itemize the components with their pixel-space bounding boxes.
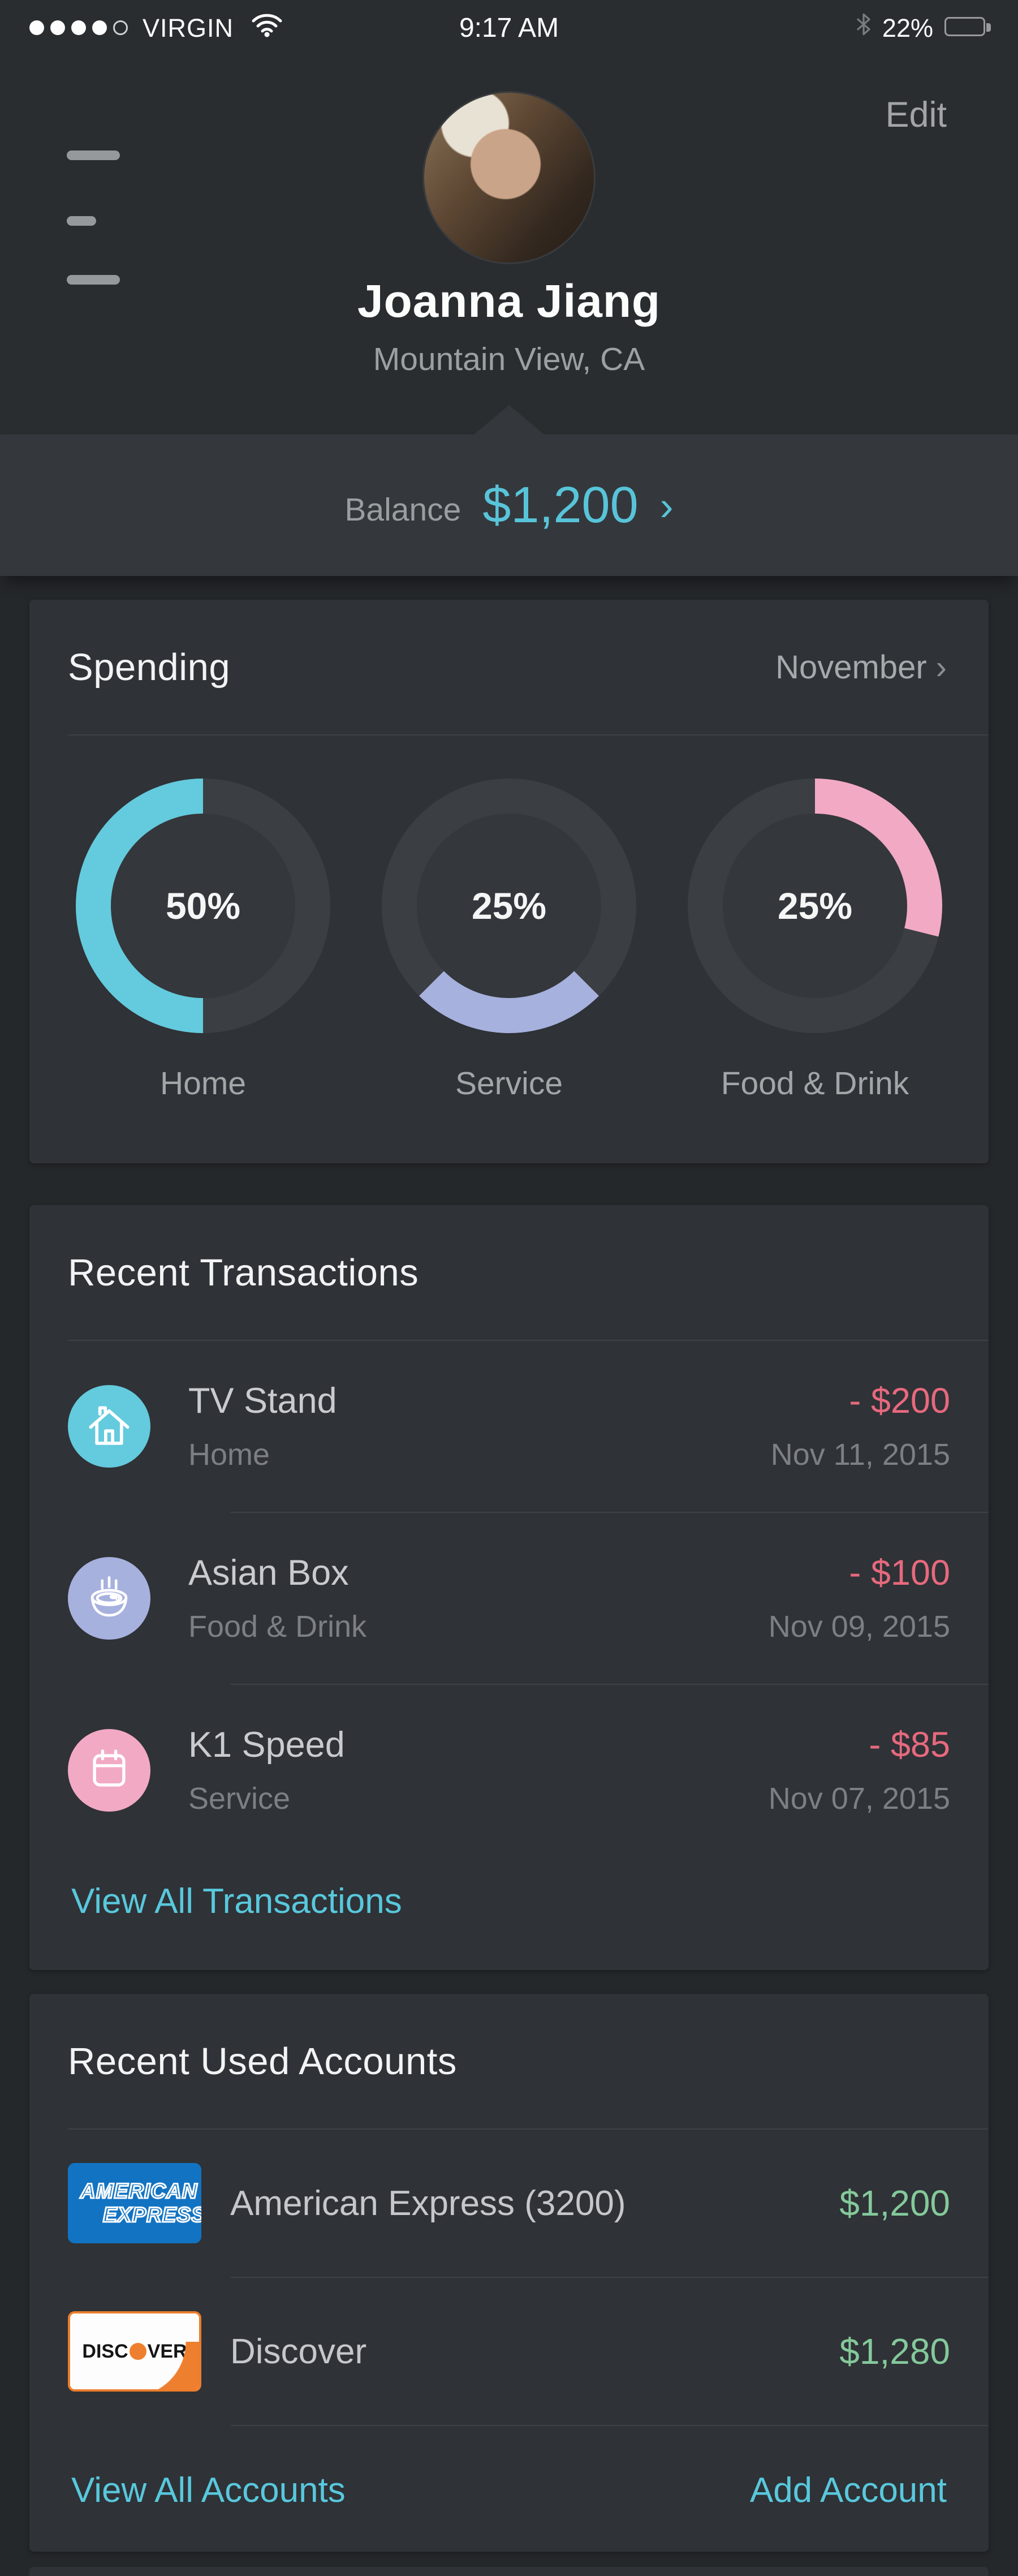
balance-label: Balance (344, 492, 461, 528)
profile-location: Mountain View, CA (373, 341, 645, 377)
transaction-title: Asian Box (188, 1553, 349, 1593)
view-all-accounts-link[interactable]: View All Accounts (68, 2470, 349, 2511)
carrier-label: VIRGIN (143, 14, 234, 42)
account-balance: $1,200 (839, 2183, 950, 2224)
transaction-amount: - $100 (849, 1553, 950, 1593)
transaction-category: Food & Drink (188, 1610, 367, 1644)
add-account-link[interactable]: Add Account (747, 2470, 950, 2511)
account-name: American Express (3200) (230, 2183, 626, 2223)
accounts-card: Recent Used Accounts AMERICAN EXPRESS Am… (29, 1994, 989, 2552)
transaction-amount: - $200 (849, 1381, 950, 1421)
view-all-transactions-link[interactable]: View All Transactions (68, 1881, 406, 1922)
donut-category-label: Food & Drink (721, 1065, 909, 1102)
transaction-row[interactable]: TV Stand Home - $200 Nov 11, 2015 (29, 1341, 989, 1512)
profile-header: VIRGIN 9:17 AM 22% Edit Joanna Jiang Mou… (0, 0, 1018, 435)
bowl-icon (68, 1557, 150, 1640)
account-row[interactable]: DISC VER Discover $1,280 (29, 2278, 989, 2425)
transaction-row[interactable]: Asian Box Food & Drink - $100 Nov 09, 20… (29, 1513, 989, 1684)
transactions-title: Recent Transactions (68, 1251, 419, 1294)
next-card-peek (29, 2567, 989, 2576)
balance-bar[interactable]: Balance $1,200 › (0, 405, 1018, 576)
amex-logo-text: EXPRESS (102, 2203, 201, 2227)
transaction-category: Service (188, 1782, 291, 1816)
donut-percent: 25% (777, 885, 853, 927)
discover-logo: DISC VER (68, 2311, 201, 2392)
cellular-signal-icon (29, 20, 128, 35)
discover-logo-swoosh (127, 2342, 199, 2389)
donut-chart: 25% (382, 779, 636, 1033)
calendar-icon (68, 1729, 150, 1812)
home-icon (68, 1385, 150, 1468)
avatar[interactable] (424, 93, 594, 263)
transaction-date: Nov 11, 2015 (770, 1438, 950, 1472)
amex-logo: AMERICAN EXPRESS (68, 2163, 201, 2243)
spending-card: Spending November › 50% Home 25% Service (29, 600, 989, 1163)
account-name: Discover (230, 2332, 367, 2371)
donut-category-label: Service (455, 1065, 563, 1102)
accounts-title: Recent Used Accounts (68, 2040, 457, 2083)
profile-name: Joanna Jiang (357, 276, 661, 327)
divider (231, 1512, 989, 1513)
transactions-card: Recent Transactions TV Stand Home - $200… (29, 1205, 989, 1970)
spending-title: Spending (68, 646, 231, 689)
donut-chart: 25% (688, 779, 942, 1033)
donut-chart: 50% (76, 779, 330, 1033)
balance-notch (474, 405, 544, 435)
transaction-date: Nov 07, 2015 (768, 1782, 950, 1816)
balance-amount: $1,200 (482, 476, 639, 534)
divider (231, 2277, 989, 2278)
donut-food-drink: 25% Food & Drink (688, 779, 942, 1102)
hamburger-menu-icon[interactable] (67, 150, 121, 285)
transaction-row[interactable]: K1 Speed Service - $85 Nov 07, 2015 (29, 1685, 989, 1856)
transaction-date: Nov 09, 2015 (768, 1610, 950, 1644)
donut-service: 25% Service (382, 779, 636, 1102)
accounts-actions: View All Accounts Add Account (29, 2426, 989, 2554)
donut-home: 50% Home (76, 779, 330, 1102)
transaction-title: TV Stand (188, 1381, 337, 1421)
divider (231, 2425, 989, 2426)
divider (68, 1340, 989, 1341)
chevron-right-icon: › (935, 648, 947, 686)
amex-logo-text: AMERICAN (79, 2179, 198, 2204)
spending-donuts: 50% Home 25% Service 25% Food & Drink (29, 779, 989, 1102)
account-row[interactable]: AMERICAN EXPRESS American Express (3200)… (29, 2130, 989, 2277)
divider (231, 1684, 989, 1685)
divider (68, 2128, 989, 2130)
account-balance: $1,280 (839, 2331, 950, 2372)
bluetooth-icon (855, 11, 872, 40)
divider (68, 734, 989, 736)
clock-label: 9:17 AM (459, 13, 559, 43)
chevron-right-icon: › (659, 484, 674, 529)
battery-icon (944, 17, 991, 36)
transaction-category: Home (188, 1438, 270, 1472)
battery-percent-label: 22% (882, 14, 933, 42)
donut-percent: 25% (471, 885, 547, 927)
donut-category-label: Home (159, 1065, 247, 1102)
transaction-amount: - $85 (869, 1725, 950, 1765)
wifi-icon (251, 12, 283, 40)
discover-logo-text: DISC (82, 2340, 128, 2362)
donut-percent: 50% (165, 885, 241, 927)
month-selector[interactable]: November › (772, 648, 950, 687)
edit-button[interactable]: Edit (882, 94, 950, 136)
month-label: November (775, 648, 927, 686)
transaction-title: K1 Speed (188, 1725, 345, 1765)
